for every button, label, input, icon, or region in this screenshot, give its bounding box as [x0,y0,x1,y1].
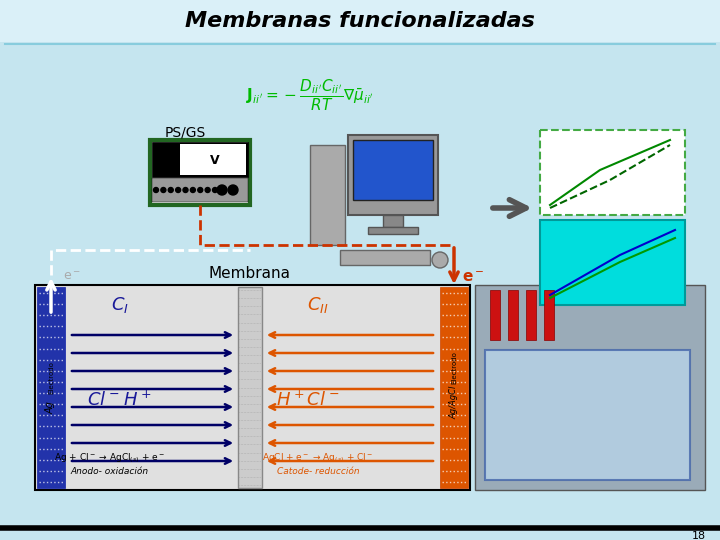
Text: $H^+Cl^-$: $H^+Cl^-$ [276,390,340,410]
Text: 18: 18 [692,531,706,540]
Circle shape [228,185,238,195]
FancyBboxPatch shape [540,130,685,215]
Text: $Cl^-$: $Cl^-$ [86,391,120,409]
FancyBboxPatch shape [508,290,518,340]
FancyBboxPatch shape [348,135,438,215]
Text: $C_{II}$: $C_{II}$ [307,295,329,315]
Text: Membrana: Membrana [209,266,291,280]
Text: PS/GS: PS/GS [165,125,206,139]
Text: V: V [210,153,220,166]
FancyBboxPatch shape [152,142,248,177]
FancyBboxPatch shape [0,0,720,42]
FancyBboxPatch shape [544,290,554,340]
FancyBboxPatch shape [475,285,705,490]
Text: Ag/AgCl: Ag/AgCl [449,386,459,419]
FancyBboxPatch shape [353,140,433,200]
FancyBboxPatch shape [490,290,500,340]
Circle shape [190,187,195,192]
FancyBboxPatch shape [150,140,250,205]
FancyBboxPatch shape [383,215,403,227]
Text: Catode- reducción: Catode- reducción [276,468,359,476]
Circle shape [217,185,227,195]
FancyBboxPatch shape [37,287,65,488]
Text: Anodo- oxidación: Anodo- oxidación [71,468,149,476]
FancyBboxPatch shape [180,144,246,175]
FancyBboxPatch shape [540,220,685,305]
FancyBboxPatch shape [526,290,536,340]
Text: e$^-$: e$^-$ [462,269,485,285]
Circle shape [432,252,448,268]
FancyBboxPatch shape [310,145,345,245]
Circle shape [161,187,166,192]
Text: $\mathbf{J}_{ii^{\prime}} = -\dfrac{D_{ii^{\prime}}C_{ii^{\prime}}}{RT}\nabla\ba: $\mathbf{J}_{ii^{\prime}} = -\dfrac{D_{i… [246,77,374,113]
Text: $H^+$: $H^+$ [123,390,151,410]
Circle shape [153,187,158,192]
Circle shape [198,187,203,192]
Text: e$^-$: e$^-$ [63,271,81,284]
Text: Ag: Ag [46,401,56,414]
Text: Electrodo: Electrodo [48,361,54,394]
FancyBboxPatch shape [440,287,468,488]
Text: Electrodo: Electrodo [451,351,457,384]
Circle shape [183,187,188,192]
FancyBboxPatch shape [238,287,262,488]
FancyBboxPatch shape [340,250,430,265]
FancyBboxPatch shape [368,227,418,234]
FancyBboxPatch shape [35,285,470,490]
FancyBboxPatch shape [152,178,248,202]
Circle shape [168,187,174,192]
FancyBboxPatch shape [485,350,690,480]
Text: Ag + Cl$^-$ → AgCl$_{(s)}$ + e$^-$: Ag + Cl$^-$ → AgCl$_{(s)}$ + e$^-$ [55,451,166,465]
Text: $C_I$: $C_I$ [111,295,129,315]
Text: AgCl + e$^-$ → Ag$_{(s)}$ + Cl$^-$: AgCl + e$^-$ → Ag$_{(s)}$ + Cl$^-$ [262,451,374,465]
Text: Membranas funcionalizadas: Membranas funcionalizadas [185,11,535,31]
Circle shape [176,187,181,192]
Circle shape [205,187,210,192]
Circle shape [212,187,217,192]
